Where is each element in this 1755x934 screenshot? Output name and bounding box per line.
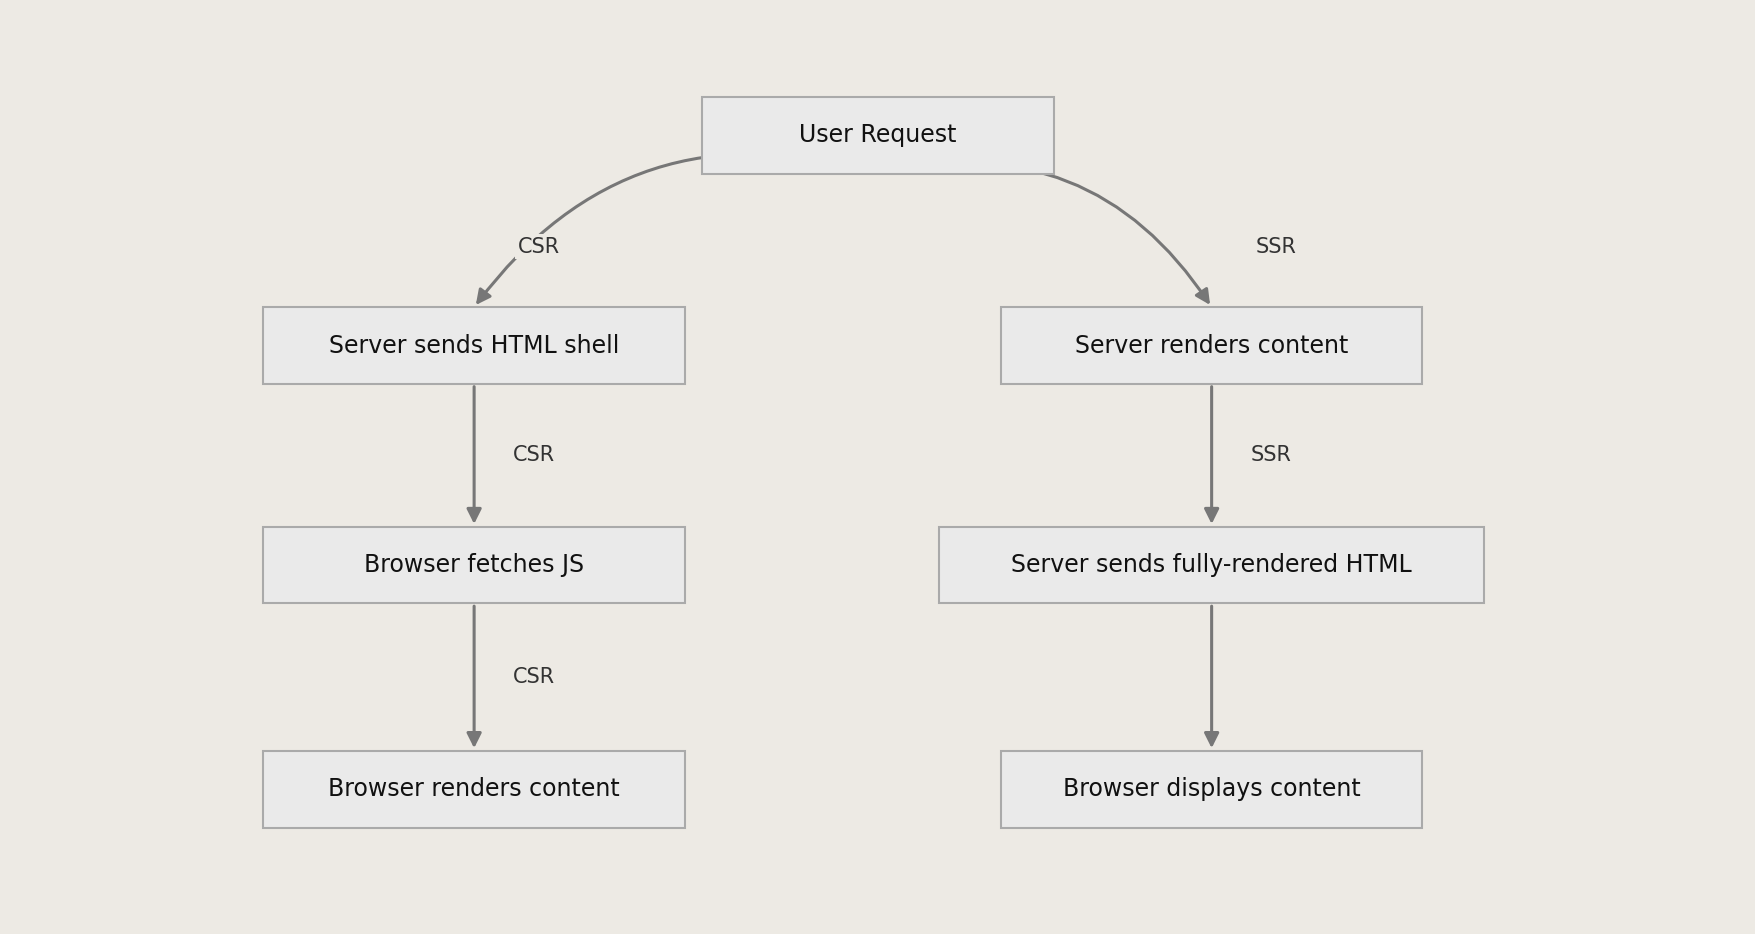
- Text: CSR: CSR: [518, 236, 560, 257]
- FancyBboxPatch shape: [939, 527, 1483, 603]
- FancyBboxPatch shape: [263, 751, 684, 828]
- Text: CSR: CSR: [512, 667, 555, 687]
- Text: Server sends fully-rendered HTML: Server sends fully-rendered HTML: [1011, 553, 1411, 577]
- FancyBboxPatch shape: [702, 97, 1053, 174]
- FancyBboxPatch shape: [1000, 751, 1422, 828]
- Text: Browser renders content: Browser renders content: [328, 777, 620, 801]
- Text: Server renders content: Server renders content: [1074, 333, 1348, 358]
- Text: User Request: User Request: [799, 123, 956, 148]
- Text: SSR: SSR: [1255, 236, 1295, 257]
- Text: Server sends HTML shell: Server sends HTML shell: [328, 333, 620, 358]
- Text: Browser displays content: Browser displays content: [1062, 777, 1360, 801]
- FancyBboxPatch shape: [1000, 307, 1422, 384]
- Text: Browser fetches JS: Browser fetches JS: [363, 553, 584, 577]
- Text: CSR: CSR: [512, 446, 555, 465]
- FancyBboxPatch shape: [263, 527, 684, 603]
- FancyBboxPatch shape: [263, 307, 684, 384]
- Text: SSR: SSR: [1250, 446, 1290, 465]
